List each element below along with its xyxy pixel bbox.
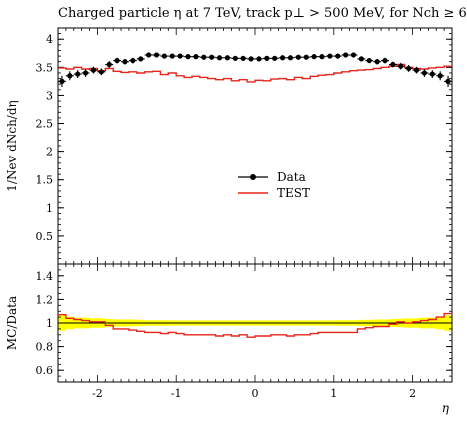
data-point <box>286 55 295 61</box>
legend-data-label: Data <box>277 170 306 184</box>
data-point <box>223 55 232 61</box>
data-point <box>136 56 145 62</box>
data-point <box>207 54 216 60</box>
data-point <box>128 57 137 64</box>
data-point <box>231 55 240 61</box>
main-y-ticks: 0.5 1 1.5 2 2.5 3 3.5 4 <box>36 27 452 265</box>
main-y-tick-label: 0.5 <box>36 230 54 243</box>
data-point <box>310 54 319 60</box>
data-point <box>381 57 389 64</box>
chart-title: Charged particle η at 7 TeV, track p⊥ > … <box>58 6 467 21</box>
data-point <box>191 54 200 60</box>
data-point <box>270 55 279 61</box>
data-point <box>444 75 452 87</box>
data-point <box>349 52 358 58</box>
ratio-y-tick-label: 0.8 <box>36 341 54 354</box>
data-point <box>152 52 161 58</box>
data-point <box>325 53 334 59</box>
x-tick-label: 1 <box>330 387 337 400</box>
data-point <box>73 70 82 79</box>
data-point <box>373 58 382 65</box>
data-point <box>176 53 185 59</box>
data-point <box>396 62 405 70</box>
data-point <box>215 55 224 61</box>
data-point <box>388 61 397 68</box>
legend-test-label: TEST <box>277 186 310 200</box>
ratio-x-ticks: -2 -1 0 1 2 <box>57 264 453 400</box>
main-y-tick-label: 1 <box>46 202 53 215</box>
data-point <box>199 54 208 60</box>
legend-data-marker <box>250 174 256 180</box>
main-y-tick-label: 1.5 <box>36 174 54 187</box>
ratio-y-tick-label: 1.4 <box>36 270 54 283</box>
data-point <box>113 57 122 64</box>
data-point <box>333 53 342 59</box>
ratio-y-tick-label: 1.2 <box>36 293 54 306</box>
main-y-tick-label: 2.5 <box>36 118 54 131</box>
data-point <box>97 68 106 76</box>
data-point <box>160 53 169 59</box>
data-point <box>318 54 326 60</box>
x-axis-label: η <box>442 401 450 415</box>
ratio-y-tick-label: 1 <box>46 317 53 330</box>
data-point <box>81 69 90 77</box>
ratio-panel: 0.6 0.8 1 1.2 1.4 -2 -1 0 1 2 MC/Data η <box>5 263 453 415</box>
data-point <box>121 58 129 65</box>
main-panel: 0.5 1 1.5 2 2.5 3 3.5 4 1/Nev dNch/dη Data TEST <box>5 27 453 265</box>
data-point <box>436 71 445 81</box>
data-point <box>144 52 153 58</box>
data-point <box>302 54 311 60</box>
ratio-test-line <box>58 312 452 338</box>
data-point <box>294 54 303 60</box>
data-point <box>404 65 413 72</box>
data-point <box>65 71 74 81</box>
main-y-tick-label: 4 <box>46 33 53 46</box>
data-point <box>357 56 366 62</box>
data-point <box>428 70 437 79</box>
series-test-line <box>58 63 452 83</box>
data-point <box>247 56 255 62</box>
data-point <box>420 69 429 77</box>
x-tick-label: -2 <box>92 387 103 400</box>
data-point <box>239 55 248 61</box>
ratio-y-tick-label: 0.6 <box>36 364 54 377</box>
x-tick-label: -1 <box>171 387 182 400</box>
data-point <box>255 56 263 62</box>
data-point <box>184 54 192 60</box>
data-point <box>105 61 114 68</box>
main-y-tick-label: 3 <box>46 89 53 102</box>
ratio-y-axis-label: MC/Data <box>5 296 19 350</box>
main-y-tick-label: 2 <box>46 146 53 159</box>
x-tick-label: 2 <box>409 387 416 400</box>
x-tick-label: 0 <box>252 387 259 400</box>
main-y-tick-label: 3.5 <box>36 61 54 74</box>
data-point <box>341 52 350 58</box>
series-data-points <box>58 52 452 87</box>
main-y-axis-label: 1/Nev dNch/dη <box>5 100 19 191</box>
data-point <box>89 66 98 74</box>
data-point <box>168 53 177 59</box>
data-point <box>278 55 287 61</box>
data-point <box>262 55 271 61</box>
data-point <box>412 66 421 74</box>
data-point <box>58 75 66 87</box>
ratio-y-ticks: 0.6 0.8 1 1.2 1.4 <box>36 263 452 383</box>
data-point <box>365 57 374 64</box>
legend: Data TEST <box>238 170 310 200</box>
